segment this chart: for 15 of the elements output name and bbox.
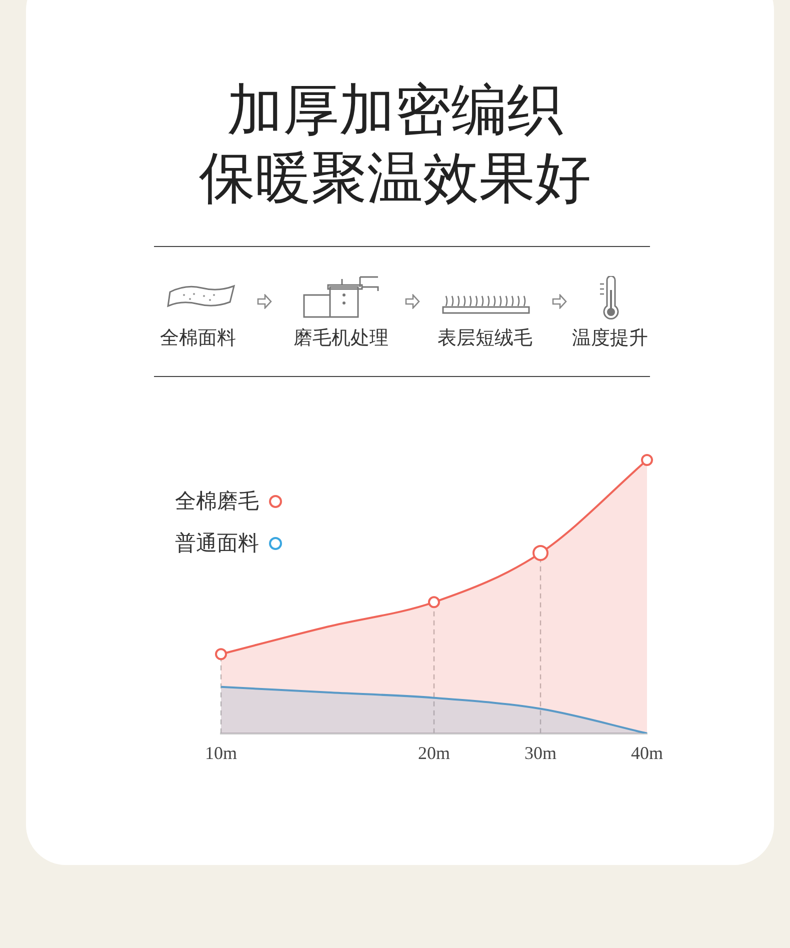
x-tick-label: 40m: [630, 742, 664, 763]
text: 全棉面料: [160, 326, 236, 351]
legend-label: 普通面料: [175, 530, 259, 557]
x-tick-label: 20m: [418, 742, 450, 763]
chart-subtitle: 保暖聚温效果好: [198, 146, 592, 212]
point: [428, 596, 440, 608]
point: [641, 454, 653, 466]
x-tick-label: 30m: [524, 742, 557, 763]
text: 温度提升: [572, 326, 648, 351]
text: 表层短绒毛: [438, 326, 532, 351]
point: [215, 648, 227, 660]
legend-label: 全棉磨毛: [175, 488, 259, 515]
x-tick-label: 10m: [204, 742, 238, 763]
text: 磨毛机处理: [294, 326, 388, 351]
chart-title: 加厚加密编织: [226, 78, 564, 144]
